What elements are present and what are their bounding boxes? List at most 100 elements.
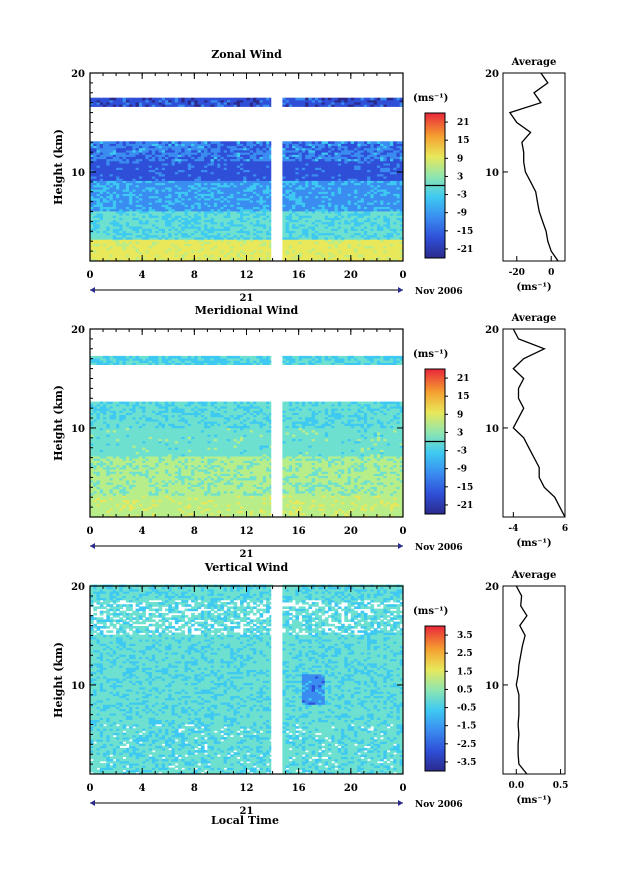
heatmap-cell [122, 237, 127, 240]
heatmap-cell [191, 247, 195, 251]
heatmap-cell [191, 206, 195, 210]
heatmap-cell [165, 239, 169, 242]
heatmap-cell [171, 165, 176, 168]
heatmap-cell [142, 202, 146, 205]
heatmap-cell [191, 254, 195, 258]
heatmap-cell [240, 97, 244, 101]
heatmap-cell [112, 230, 117, 234]
heatmap-cell [217, 193, 221, 197]
heatmap-cell [367, 97, 371, 101]
heatmap-cell [220, 193, 225, 197]
heatmap-cell [204, 247, 208, 251]
heatmap-cell [184, 252, 189, 255]
heatmap-cell [174, 189, 179, 192]
heatmap-cell [194, 191, 198, 194]
heatmap-cell [223, 210, 228, 214]
heatmap-cell [181, 197, 185, 201]
heatmap-cell [96, 193, 101, 197]
heatmap-cell [138, 178, 143, 181]
heatmap-cell [125, 178, 130, 181]
heatmap-cell [125, 145, 130, 149]
heatmap-cell [142, 152, 146, 155]
heatmap-cell [246, 141, 251, 144]
heatmap-cell [187, 228, 192, 231]
heatmap-cell [116, 165, 120, 168]
heatmap-cell [204, 99, 208, 103]
heatmap-cell [181, 243, 185, 247]
heatmap-cell [145, 258, 150, 262]
heatmap-cell [210, 241, 215, 244]
heatmap-cell [184, 226, 189, 229]
heatmap-cell [233, 254, 238, 258]
heatmap-cell [220, 197, 225, 201]
heatmap-cell [210, 187, 215, 190]
heatmap-cell [171, 217, 176, 221]
heatmap-cell [142, 158, 146, 162]
heatmap-cell [158, 147, 163, 151]
heatmap-cell [93, 156, 97, 160]
heatmap-cell [135, 243, 140, 247]
heatmap-cell [119, 245, 123, 249]
heatmap-cell [122, 202, 127, 205]
heatmap-cell [181, 215, 185, 218]
heatmap-cell [197, 228, 202, 231]
heatmap-cell [119, 150, 123, 153]
heatmap-cell [187, 239, 192, 242]
heatmap-cell [181, 217, 185, 221]
heatmap-cell [158, 163, 163, 166]
heatmap-cell [174, 163, 179, 166]
heatmap-cell [207, 228, 212, 231]
heatmap-cell [181, 239, 185, 242]
heatmap-cell [142, 176, 146, 179]
heatmap-cell [122, 154, 127, 157]
heatmap-cell [207, 187, 212, 190]
heatmap-cell [204, 234, 208, 238]
heatmap-cell [116, 202, 120, 205]
heatmap-cell [119, 224, 123, 227]
heatmap-cell [213, 197, 218, 201]
heatmap-cell [178, 202, 182, 205]
heatmap-cell [200, 232, 205, 236]
heatmap-cell [132, 226, 137, 229]
heatmap-cell [129, 241, 133, 244]
heatmap-cell [181, 245, 185, 249]
heatmap-cell [148, 217, 153, 221]
heatmap-cell [138, 97, 143, 101]
heatmap-cell [200, 152, 205, 155]
heatmap-cell [210, 206, 215, 210]
heatmap-cell [171, 145, 176, 149]
heatmap-cell [200, 197, 205, 201]
heatmap-cell [106, 247, 110, 251]
heatmap-cell [112, 163, 117, 166]
heatmap-cell [155, 158, 159, 162]
heatmap-cell [109, 237, 114, 240]
heatmap-cell [109, 195, 114, 199]
heatmap-cell [135, 158, 140, 162]
heatmap-cell [99, 239, 104, 242]
heatmap-cell [93, 193, 97, 197]
heatmap-cell [138, 197, 143, 201]
heatmap-cell [138, 230, 143, 234]
heatmap-cell [129, 158, 133, 162]
heatmap-cell [116, 97, 120, 101]
heatmap-cell [197, 206, 202, 210]
heatmap-cell [233, 97, 238, 101]
heatmap-cell [135, 195, 140, 199]
heatmap-cell [165, 160, 169, 164]
heatmap-cell [96, 241, 101, 244]
heatmap-cell [103, 165, 107, 168]
heatmap-cell [151, 187, 156, 190]
heatmap-cell [112, 217, 117, 221]
heatmap-cell [132, 102, 137, 105]
heatmap-cell [207, 210, 212, 214]
heatmap-cell [138, 232, 143, 236]
heatmap-cell [213, 191, 218, 194]
heatmap-cell [119, 247, 123, 251]
heatmap-cell [168, 230, 172, 234]
heatmap-cell [103, 143, 107, 147]
heatmap-cell [138, 234, 143, 238]
heatmap-cell [213, 97, 218, 101]
heatmap-cell [103, 182, 107, 186]
heatmap-cell [230, 141, 234, 144]
heatmap-cell [93, 187, 97, 190]
